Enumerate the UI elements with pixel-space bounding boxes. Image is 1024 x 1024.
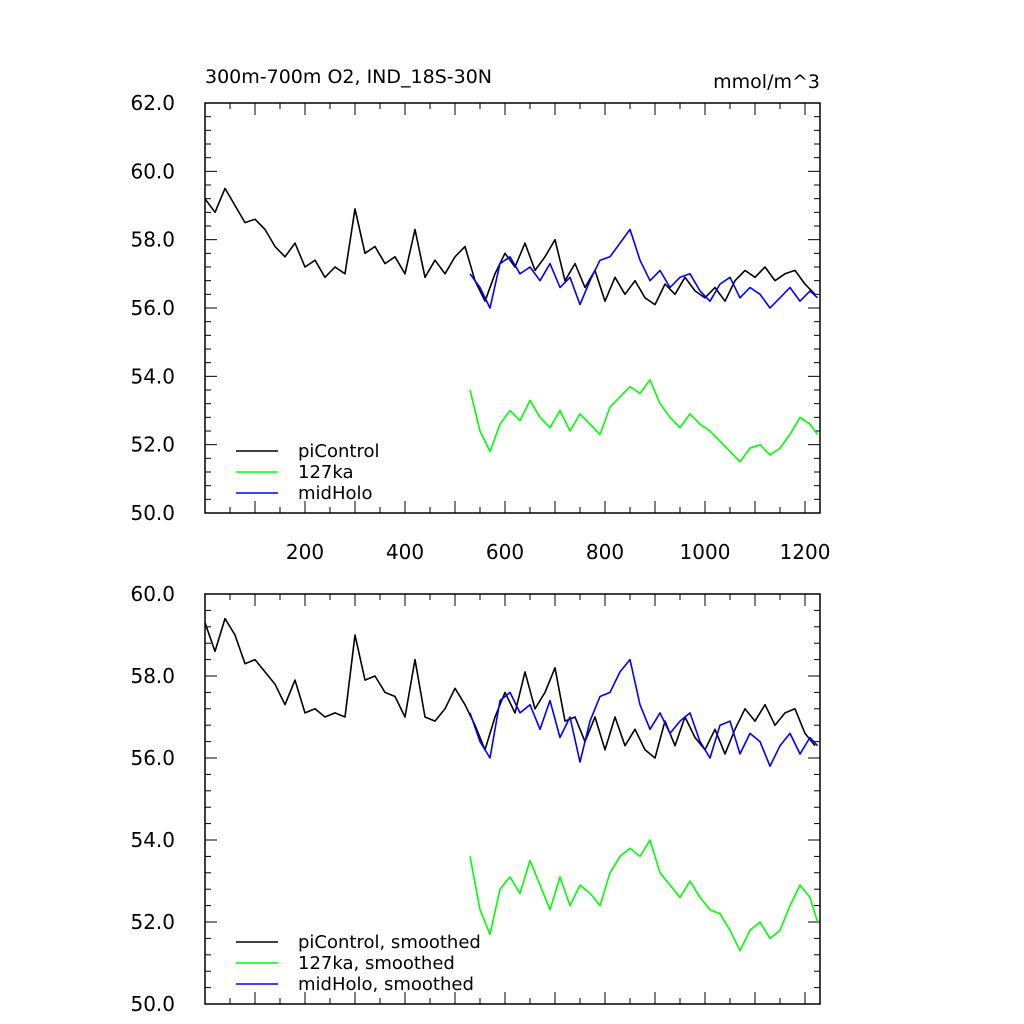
x-tick-label: 800: [586, 540, 624, 564]
series-line-midholo: [469, 658, 819, 768]
y-tick-label: 50.0: [130, 992, 175, 1016]
series-line-127ka: [469, 839, 819, 952]
x-tick-label: 400: [386, 540, 424, 564]
top-panel-series: [204, 187, 819, 463]
legend-label: midHolo: [298, 483, 373, 504]
y-tick-label: 60.0: [130, 159, 175, 183]
legend-label: 127ka: [298, 462, 354, 483]
top-panel-x-tick-labels: 200 400 600 800 1000 1200: [286, 540, 831, 564]
y-tick-label: 52.0: [130, 433, 175, 457]
y-tick-label: 52.0: [130, 910, 175, 934]
top-panel-ticks: [205, 102, 820, 514]
x-tick-label: 1200: [780, 540, 831, 564]
y-tick-label: 58.0: [130, 228, 175, 252]
series-line-picontrol: [204, 617, 816, 759]
x-tick-label: 200: [286, 540, 324, 564]
series-line-midholo: [469, 228, 819, 309]
bottom-panel: 50.0 52.0 54.0 56.0 58.0 60.0 piControl, smoo…: [130, 582, 821, 1016]
bottom-panel-y-tick-labels: 50.0 52.0 54.0 56.0 58.0 60.0: [130, 582, 175, 1016]
legend-label: 127ka, smoothed: [298, 953, 455, 974]
legend-label: midHolo, smoothed: [298, 974, 474, 995]
top-panel: 300m-700m O2, IND_18S-30N mmol/m^3 50.05…: [130, 66, 830, 564]
bottom-panel-ticks: [205, 593, 820, 1005]
top-panel-title: 300m-700m O2, IND_18S-30N: [205, 66, 492, 88]
y-tick-label: 60.0: [130, 582, 175, 606]
top-panel-y-tick-labels: 50.0 52.0 54.0 56.0 58.0 60.0 62.0: [130, 91, 175, 525]
x-tick-label: 1000: [680, 540, 731, 564]
x-tick-label: 600: [486, 540, 524, 564]
y-tick-label: 54.0: [130, 828, 175, 852]
y-tick-label: 54.0: [130, 364, 175, 388]
legend-label: piControl, smoothed: [298, 932, 481, 953]
bottom-panel-frame: [204, 593, 821, 1005]
top-panel-units: mmol/m^3: [713, 71, 820, 93]
series-line-127ka: [469, 378, 819, 463]
y-tick-label: 56.0: [130, 296, 175, 320]
series-line-picontrol: [204, 187, 816, 306]
legend-label: piControl: [298, 441, 380, 462]
top-panel-frame: [204, 102, 821, 514]
y-tick-label: 62.0: [130, 91, 175, 115]
y-tick-label: 50.0: [130, 501, 175, 525]
y-tick-label: 58.0: [130, 664, 175, 688]
bottom-panel-series: [204, 617, 819, 952]
y-tick-label: 56.0: [130, 746, 175, 770]
